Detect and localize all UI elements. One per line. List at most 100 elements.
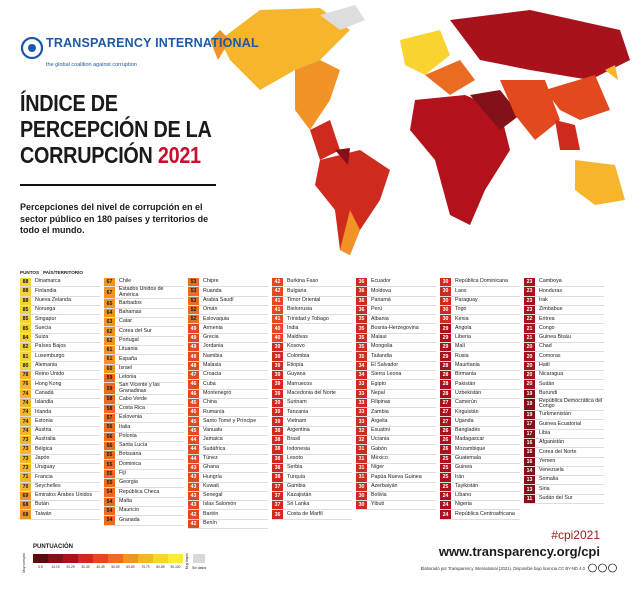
score: 16 xyxy=(524,448,535,457)
score: 73 xyxy=(20,463,31,473)
score: 38 xyxy=(272,426,283,436)
country: Tayikistán xyxy=(455,482,479,489)
country: Benín xyxy=(203,520,217,527)
table-row: 23 Honduras xyxy=(524,287,604,297)
score: 33 xyxy=(356,408,367,417)
score: 73 xyxy=(20,454,31,463)
table-row: 46 Cuba xyxy=(188,380,268,390)
country: Guatemala xyxy=(455,454,481,461)
country: Omán xyxy=(203,306,218,313)
legend-label: 80-89 xyxy=(156,565,165,569)
score: 36 xyxy=(272,510,283,519)
score: 22 xyxy=(524,315,535,324)
country: Hong Kong xyxy=(35,380,62,387)
score: 85 xyxy=(20,315,31,324)
table-row: 85 Suecia xyxy=(20,324,100,334)
score: 58 xyxy=(104,404,115,413)
country: Granada xyxy=(119,516,140,523)
score: 52 xyxy=(188,315,199,324)
country: Senegal xyxy=(203,492,223,499)
score: 53 xyxy=(188,287,199,296)
score: 20 xyxy=(524,352,535,361)
table-row: 31 Níger xyxy=(356,463,436,474)
table-row: 43 Senegal xyxy=(188,491,268,502)
table-row: 42 Benín xyxy=(188,519,268,530)
legend-swatch xyxy=(93,554,108,563)
country: Jamaica xyxy=(203,436,223,443)
score: 28 xyxy=(440,370,451,380)
legend-low: Muy corrupto xyxy=(22,553,26,573)
table-row: 23 Camboya xyxy=(524,278,604,288)
url[interactable]: www.transparency.org/cpi xyxy=(438,544,600,559)
table-row: 20 Chad xyxy=(524,343,604,353)
country: Dominica xyxy=(119,460,142,467)
table-row: 88 Dinamarca xyxy=(20,278,100,288)
country: Bangladés xyxy=(455,427,481,434)
country: Rumanía xyxy=(203,408,225,415)
table-row: 29 Liberia xyxy=(440,333,520,344)
country: Etiopía xyxy=(287,362,304,369)
score: 37 xyxy=(272,491,283,501)
country: San Vicente y las Granadinas xyxy=(119,382,160,394)
score: 40 xyxy=(272,324,283,333)
country: Ghana xyxy=(203,464,219,471)
table-row: 29 Rusia xyxy=(440,352,520,362)
legend-bin: 20-29 xyxy=(63,554,78,569)
score: 38 xyxy=(272,436,283,445)
score: 26 xyxy=(440,436,451,445)
score: 29 xyxy=(440,324,451,333)
table-row: 30 Togo xyxy=(440,305,520,316)
table-row: 28 Uzbekistán xyxy=(440,389,520,399)
country: Barbados xyxy=(119,299,142,306)
country: Taiwán xyxy=(35,510,52,517)
table-row: 39 Marruecos xyxy=(272,380,352,390)
score: 20 xyxy=(524,380,535,389)
country: Canadá xyxy=(35,389,54,396)
subtitle: Percepciones del nivel de corrupción en … xyxy=(20,202,209,235)
legend-label: 60-69 xyxy=(126,565,135,569)
country: Corea del Norte xyxy=(539,448,577,455)
score: 45 xyxy=(188,417,199,426)
country: Israel xyxy=(119,364,132,371)
legend-bin: 10-19 xyxy=(48,554,63,569)
country: Chipre xyxy=(203,278,219,285)
score: 78 xyxy=(20,370,31,380)
country: Tanzania xyxy=(287,408,309,415)
score: 24 xyxy=(440,510,451,519)
score: 53 xyxy=(188,296,199,305)
country: Singapur xyxy=(35,315,57,322)
table-row: 38 Lesoto xyxy=(272,454,352,464)
table-row: 42 Bulgaria xyxy=(272,287,352,297)
country: Libia xyxy=(539,429,551,436)
score: 32 xyxy=(356,436,367,445)
table-row: 69 Emiratos Árabes Unidos xyxy=(20,491,100,502)
score: 55 xyxy=(104,460,115,469)
table-row: 67 Chile xyxy=(104,278,184,288)
country: Congo xyxy=(539,324,555,331)
country: Eslovenia xyxy=(119,414,142,421)
score: 46 xyxy=(188,389,199,398)
table-row: 55 Georgia xyxy=(104,479,184,489)
country: Timor Oriental xyxy=(287,296,321,303)
score: 49 xyxy=(188,333,199,343)
table-row: 37 Sri Lanka xyxy=(272,501,352,511)
table-row: 62 Corea del Sur xyxy=(104,327,184,337)
score: 55 xyxy=(104,479,115,488)
country: Reino Unido xyxy=(35,371,65,378)
score: 39 xyxy=(272,352,283,361)
score: 33 xyxy=(356,417,367,426)
table-row: 58 Cabo Verde xyxy=(104,395,184,405)
score: 23 xyxy=(524,287,535,296)
legend-swatch xyxy=(108,554,123,563)
table-row: 76 Hong Kong xyxy=(20,380,100,390)
score: 41 xyxy=(272,305,283,315)
score: 16 xyxy=(524,457,535,466)
legend-swatch xyxy=(138,554,153,563)
table-row: 20 Comoras xyxy=(524,352,604,362)
country: Malasia xyxy=(203,362,222,369)
table-row: 81 Luxemburgo xyxy=(20,352,100,362)
legend-label: 20-29 xyxy=(66,565,75,569)
table-row: 49 Armenia xyxy=(188,324,268,334)
score: 68 xyxy=(20,510,31,519)
country: India xyxy=(287,324,299,331)
